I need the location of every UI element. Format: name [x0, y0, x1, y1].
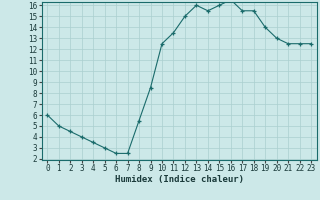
X-axis label: Humidex (Indice chaleur): Humidex (Indice chaleur) [115, 175, 244, 184]
